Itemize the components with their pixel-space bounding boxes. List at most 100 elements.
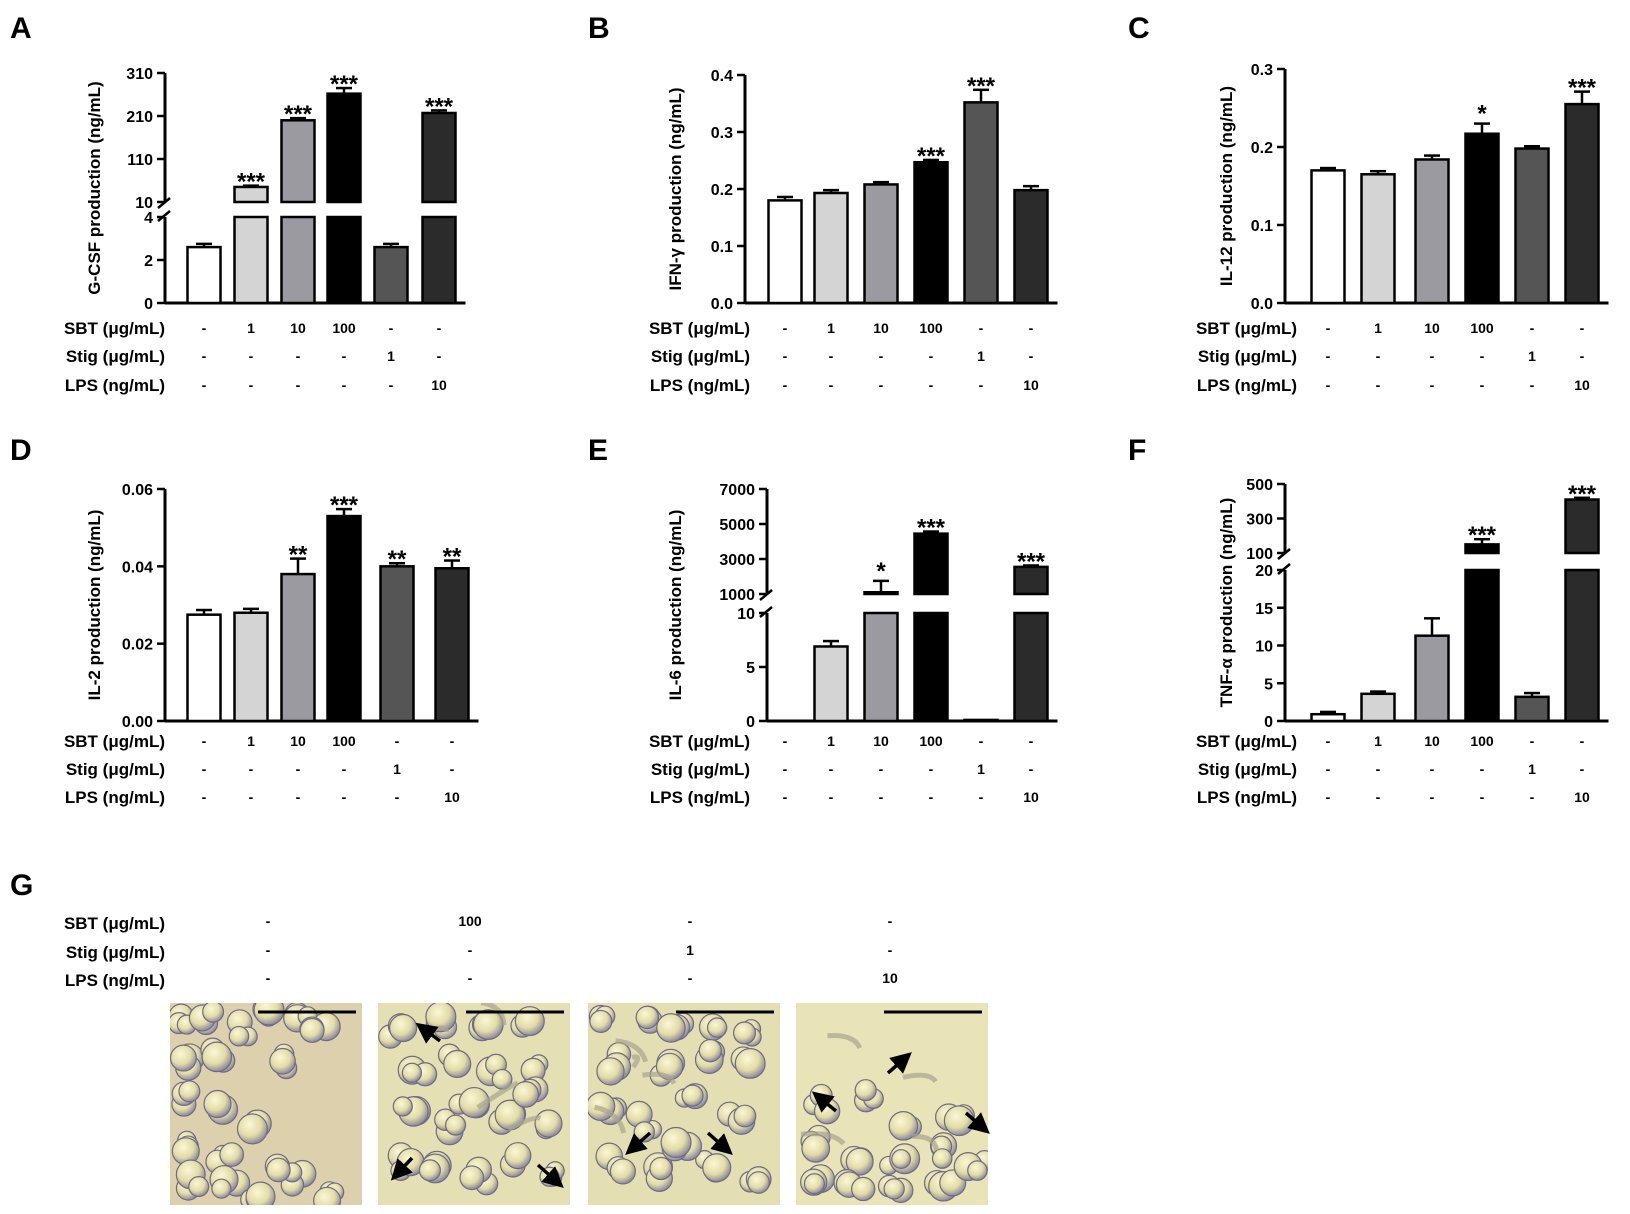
bar (233, 611, 269, 723)
microscopy-image-sbt-100-cells (378, 1003, 570, 1205)
treatment-cell: - (1580, 733, 1585, 749)
y-tick-label: 0.02 (122, 637, 153, 654)
cell-process (631, 1054, 641, 1069)
axis-break-mark (1277, 563, 1291, 575)
cell (596, 1057, 625, 1086)
treatment-row-label: SBT (μg/mL) (649, 319, 750, 338)
y-tick-label: 2 (144, 253, 153, 270)
treatment-cell: - (468, 970, 473, 986)
treatment-cell: - (1480, 348, 1485, 364)
treatment-row-label: Stig (μg/mL) (651, 760, 750, 779)
y-tick-label: 300 (1246, 512, 1273, 529)
cell (534, 1109, 563, 1138)
treatment-cell: 1 (247, 733, 255, 749)
treatment-cell: - (783, 348, 788, 364)
cell (202, 1003, 225, 1023)
significance-label: *** (1468, 522, 1497, 549)
treatment-cell: - (1326, 789, 1331, 805)
cell (660, 1126, 692, 1158)
arrow-icon (536, 1163, 564, 1188)
chart-panel-a: AG-CSF production (ng/mL)02410110210310*… (10, 12, 466, 395)
treatment-cell: 100 (1470, 320, 1494, 336)
treatment-cell: - (202, 789, 207, 805)
microscopy-image-lps-10-cells (796, 1003, 990, 1205)
treatment-cell: - (783, 320, 788, 336)
significance-label: *** (1017, 548, 1046, 575)
cell (266, 1157, 291, 1183)
cell-layer (588, 1004, 772, 1194)
cell (512, 1080, 540, 1108)
significance-label: *** (917, 143, 946, 170)
treatment-cell: 100 (458, 913, 482, 929)
chart-panel-d: D IL-2 production (ng/mL) 0.00 0.02 0.04 0.06… (10, 434, 479, 807)
cell (801, 1133, 831, 1163)
cell (459, 1165, 485, 1191)
y-tick-label: 0.1 (1251, 218, 1273, 235)
bar (1310, 169, 1346, 305)
bar (1514, 695, 1550, 723)
treatment-cell: - (783, 761, 788, 777)
cell (236, 1113, 268, 1145)
panel-letter: A (10, 12, 32, 45)
treatment-cell: - (929, 761, 934, 777)
treatment-cell: - (437, 348, 442, 364)
cell (418, 1159, 441, 1182)
treatment-cell: - (296, 348, 301, 364)
treatment-cell: 1 (247, 320, 255, 336)
treatment-cell: - (879, 348, 884, 364)
bar-lower (233, 215, 269, 305)
panel-letter: G (10, 869, 33, 902)
treatment-cell: 10 (1424, 733, 1440, 749)
cell-process (480, 1003, 507, 1026)
cell (589, 1009, 613, 1033)
bar (1360, 692, 1396, 723)
treatment-cell: 10 (873, 320, 889, 336)
cell (388, 1013, 418, 1043)
axis-break-mark (157, 197, 171, 209)
y-tick-label: 0.1 (711, 239, 733, 256)
y-tick-label: 0.04 (122, 559, 153, 576)
treatment-cell: 1 (1528, 348, 1536, 364)
treatment-cell: - (1530, 789, 1535, 805)
cell (681, 1084, 704, 1107)
treatment-cell: - (879, 377, 884, 393)
cell (443, 1049, 472, 1079)
treatment-cell: - (1530, 377, 1535, 393)
treatment-cell: 10 (1574, 789, 1590, 805)
cell (401, 1062, 423, 1083)
y-tick-label: 5 (1264, 676, 1273, 693)
y-tick-label: 0 (144, 296, 153, 313)
bar-upper (280, 119, 316, 204)
cell-process (642, 1071, 677, 1085)
bar (373, 245, 409, 305)
treatment-cell: - (266, 942, 271, 958)
significance-label: * (1477, 101, 1487, 128)
significance-label: *** (284, 101, 313, 128)
treatment-cell: - (979, 377, 984, 393)
bar (326, 514, 362, 723)
treatment-cell: - (1530, 320, 1535, 336)
cell (178, 1080, 201, 1103)
bar-upper (1013, 565, 1049, 596)
treatment-cell: - (1430, 761, 1435, 777)
treatment-cell: 100 (1470, 733, 1494, 749)
treatment-cell: - (979, 320, 984, 336)
y-tick-label: 4 (144, 210, 153, 227)
treatment-cell: - (249, 789, 254, 805)
cell (656, 1013, 686, 1043)
cell (931, 1148, 953, 1169)
treatment-cell: 10 (431, 377, 447, 393)
y-tick-label: 10 (1255, 639, 1273, 656)
treatment-cell: - (342, 789, 347, 805)
bar (1414, 158, 1450, 305)
treatment-cell: - (979, 789, 984, 805)
significance-label: *** (917, 515, 946, 542)
treatment-cell: - (342, 348, 347, 364)
bar-lower (1464, 568, 1500, 723)
cell (803, 1173, 825, 1195)
y-tick-label: 15 (1255, 601, 1273, 618)
cell (253, 1003, 285, 1026)
cell (702, 1153, 732, 1183)
y-tick-label: 7000 (719, 482, 755, 499)
significance-label: ** (443, 544, 462, 571)
